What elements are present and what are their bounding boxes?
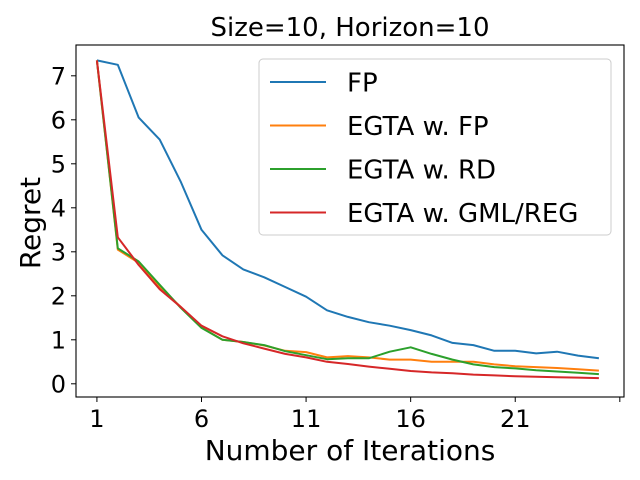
y-tick-label: 6 bbox=[51, 106, 66, 134]
x-tick-label: 11 bbox=[291, 405, 322, 433]
y-tick-label: 7 bbox=[51, 62, 66, 90]
y-tick-label: 5 bbox=[51, 150, 66, 178]
legend-box bbox=[258, 58, 612, 236]
y-tick-label: 2 bbox=[51, 282, 66, 310]
legend-label-egta-w-fp: EGTA w. FP bbox=[347, 112, 489, 142]
x-tick-label: 1 bbox=[89, 405, 104, 433]
y-tick-label: 3 bbox=[51, 238, 66, 266]
y-tick-label: 1 bbox=[51, 326, 66, 354]
x-axis: 1 6 11 16 21 bbox=[89, 397, 621, 433]
series-layer bbox=[95, 59, 600, 380]
plot-frame bbox=[75, 44, 625, 398]
legend: FP EGTA w. FP EGTA w. RD EGTA w. GML/REG bbox=[258, 58, 612, 236]
series-line-fp bbox=[96, 59, 600, 360]
y-axis-label: Regret bbox=[14, 177, 47, 269]
x-tick-label: 16 bbox=[395, 405, 426, 433]
legend-label-fp: FP bbox=[347, 69, 378, 99]
legend-label-egta-w-rd: EGTA w. RD bbox=[347, 156, 496, 186]
x-tick-label: 6 bbox=[194, 405, 209, 433]
chart-title: Size=10, Horizon=10 bbox=[210, 13, 489, 43]
series-line-egta-w-gml-reg bbox=[95, 60, 599, 380]
x-axis-label: Number of Iterations bbox=[205, 434, 496, 467]
y-tick-label: 4 bbox=[51, 194, 66, 222]
x-tick-label: 21 bbox=[500, 405, 531, 433]
legend-label-egta-w-gml-reg: EGTA w. GML/REG bbox=[347, 199, 578, 229]
y-tick-label: 0 bbox=[51, 370, 66, 398]
y-axis: 0 1 2 3 4 5 6 7 bbox=[51, 62, 76, 398]
